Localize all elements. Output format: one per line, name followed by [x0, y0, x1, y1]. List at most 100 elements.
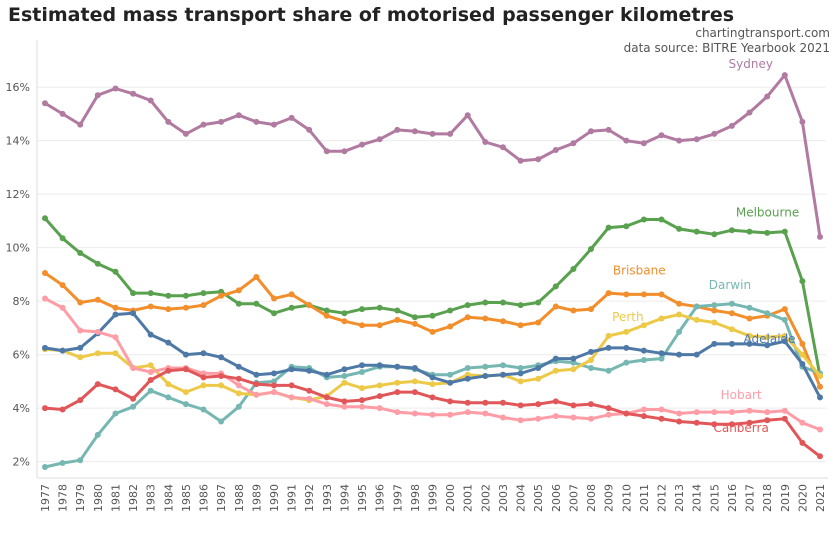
data-point — [77, 397, 84, 404]
data-point — [200, 302, 207, 309]
x-axis: 1977 1978 1979 1980 1981 1982 1983 1984 1985 1986… — [39, 484, 827, 512]
data-point — [781, 306, 788, 313]
data-point — [658, 406, 665, 413]
data-point — [429, 328, 436, 335]
data-point — [658, 415, 665, 422]
data-point — [376, 136, 383, 143]
data-point — [94, 328, 101, 335]
data-point — [77, 121, 84, 128]
data-point — [394, 379, 401, 386]
data-point — [464, 302, 471, 309]
data-point — [165, 367, 172, 374]
data-point — [235, 403, 242, 410]
data-point — [711, 130, 718, 137]
data-point — [42, 344, 48, 351]
series-label: Darwin — [709, 278, 751, 292]
data-point — [781, 316, 788, 323]
data-point — [182, 389, 189, 396]
x-tick-label: 2021 — [814, 484, 827, 512]
data-point — [817, 394, 823, 401]
data-point — [500, 371, 506, 378]
y-tick-label: 2% — [13, 456, 30, 469]
data-point — [764, 310, 771, 317]
series-line — [43, 73, 822, 239]
data-point — [288, 382, 295, 389]
x-tick-label: 1978 — [57, 484, 70, 512]
data-point — [42, 270, 48, 276]
data-point — [799, 419, 806, 426]
data-point — [77, 457, 84, 464]
data-point — [235, 287, 242, 294]
data-point — [640, 406, 647, 413]
data-point — [218, 118, 225, 125]
data-point — [640, 322, 647, 329]
data-point — [552, 147, 559, 153]
series-adelaide — [42, 310, 823, 401]
data-point — [693, 136, 700, 143]
x-tick-label: 1977 — [39, 484, 52, 512]
series-line — [43, 216, 822, 378]
x-tick-label: 1997 — [391, 484, 404, 512]
data-point — [94, 260, 101, 267]
data-point — [676, 137, 683, 144]
data-point — [112, 304, 119, 311]
data-point — [605, 344, 612, 351]
data-point — [817, 426, 823, 433]
data-point — [658, 132, 665, 139]
data-point — [623, 223, 630, 230]
data-point — [200, 374, 207, 381]
series-sydney — [42, 72, 823, 240]
x-tick-label: 1979 — [74, 484, 87, 512]
data-point — [764, 229, 771, 236]
data-point — [605, 405, 612, 412]
series-hobart — [42, 295, 823, 433]
data-point — [112, 386, 119, 393]
data-point — [464, 409, 471, 416]
data-point — [570, 140, 577, 147]
data-point — [623, 344, 630, 351]
data-point — [517, 157, 524, 164]
data-point — [658, 350, 665, 357]
x-tick-label: 1996 — [374, 484, 387, 512]
data-point — [253, 381, 260, 388]
data-point — [341, 366, 348, 373]
data-point — [59, 282, 66, 289]
data-point — [341, 398, 348, 405]
x-tick-label: 1994 — [338, 484, 351, 512]
data-point — [77, 299, 84, 306]
data-point — [605, 367, 612, 374]
data-point — [359, 362, 365, 369]
data-point — [817, 373, 823, 379]
data-point — [552, 398, 559, 405]
data-point — [588, 365, 594, 371]
data-point — [411, 365, 418, 371]
data-point — [764, 334, 771, 341]
data-point — [218, 354, 225, 361]
data-point — [429, 381, 436, 388]
data-point — [341, 318, 348, 325]
data-point — [42, 405, 48, 412]
data-point — [570, 307, 577, 314]
data-point — [535, 375, 542, 382]
data-point — [182, 130, 189, 137]
x-tick-label: 1986 — [198, 484, 211, 512]
data-point — [182, 401, 189, 408]
data-point — [59, 460, 66, 466]
data-point — [306, 302, 313, 309]
x-tick-label: 2014 — [691, 484, 704, 512]
data-point — [535, 365, 542, 371]
data-point — [147, 369, 154, 375]
data-point — [676, 410, 683, 417]
data-point — [517, 322, 524, 329]
data-point — [605, 224, 612, 231]
data-point — [535, 319, 542, 326]
data-point — [429, 394, 436, 401]
data-point — [77, 354, 84, 361]
data-point — [235, 382, 242, 389]
data-point — [640, 413, 647, 420]
data-point — [693, 228, 700, 235]
data-point — [693, 303, 700, 310]
data-point — [182, 351, 189, 358]
data-point — [482, 410, 489, 417]
x-tick-label: 2020 — [796, 484, 809, 512]
